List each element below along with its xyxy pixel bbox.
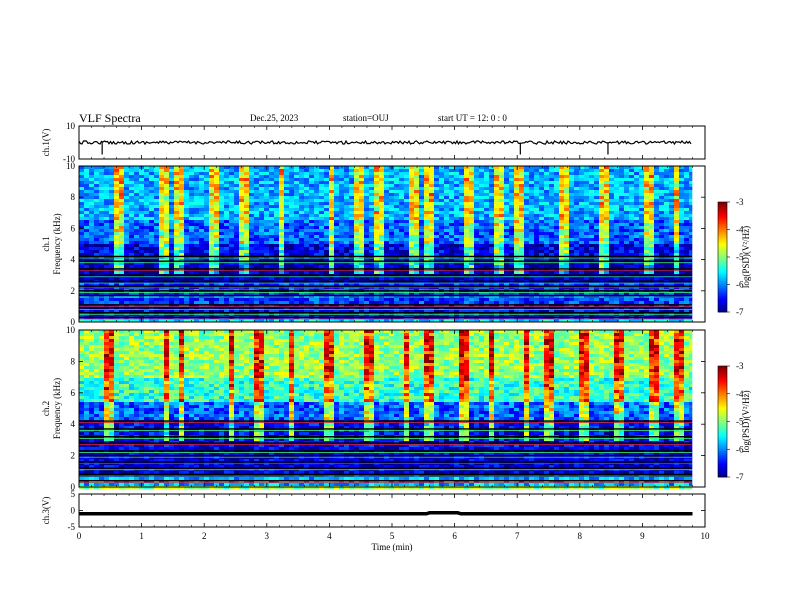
spectrogram-channel-label: ch.1 (41, 236, 51, 251)
frequency-tick-label: 0 (71, 317, 76, 327)
time-tick-label: 2 (202, 531, 207, 541)
colorbar-tick-label: -6 (736, 444, 744, 454)
frequency-tick-label: 2 (71, 451, 76, 461)
ch1-y-axis-label: ch.1(V) (41, 129, 51, 157)
colorbar-tick-label: -3 (736, 361, 744, 371)
colorbar-label: log(PSD)(V²/Hz) (741, 390, 751, 452)
colorbar-tick-label: -5 (736, 252, 744, 262)
ch3-waveform-frame (78, 493, 706, 528)
station-label: station=OUJ (343, 113, 389, 123)
frequency-tick-label: 10 (66, 161, 76, 171)
frequency-tick-label: 6 (71, 223, 76, 233)
ch1-y-tick-label: 10 (66, 121, 76, 131)
frequency-tick-label: 6 (71, 388, 76, 398)
frequency-tick-label: 4 (71, 419, 76, 429)
start-time-label: start UT = 12: 0 : 0 (438, 113, 507, 123)
ch2-spectrogram-cells (79, 330, 693, 490)
time-tick-label: 5 (390, 531, 395, 541)
spectrogram-gap-lines (79, 420, 692, 483)
frequency-axis-label: Frequency (kHz) (52, 213, 62, 274)
ch3-y-tick-label: -5 (68, 522, 76, 532)
frequency-tick-label: 10 (66, 325, 76, 335)
ch3-y-axis-label: ch.3(V) (41, 497, 51, 525)
time-tick-label: 0 (77, 531, 82, 541)
date-label: Dec.25, 2023 (250, 113, 299, 123)
colorbar-tick-label: -4 (736, 389, 744, 399)
ch3-waveform-line (79, 511, 693, 516)
ch1-y-tick-label: -10 (63, 154, 75, 164)
ch1-spectrogram-cells (79, 166, 693, 323)
time-tick-label: 1 (139, 531, 144, 541)
frequency-tick-label: 2 (71, 286, 76, 296)
ch3-y-tick-label: 0 (71, 506, 76, 516)
colorbar-label: log(PSD)(V²/Hz) (741, 226, 751, 288)
colorbar (718, 202, 727, 313)
figure-title: VLF Spectra (79, 111, 141, 125)
time-tick-label: 6 (452, 531, 457, 541)
time-tick-label: 7 (515, 531, 520, 541)
spectrogram-gap-lines (79, 255, 692, 320)
time-tick-label: 3 (265, 531, 270, 541)
colorbar-tick-label: -3 (736, 197, 744, 207)
time-tick-label: 8 (578, 531, 583, 541)
spectrogram-channel-label: ch.2 (41, 401, 51, 416)
colorbar-tick-label: -4 (736, 225, 744, 235)
time-tick-label: 4 (327, 531, 332, 541)
colorbar-tick-label: -7 (736, 472, 744, 482)
time-axis-label: Time (min) (372, 542, 413, 552)
colorbar (718, 366, 727, 478)
frequency-tick-label: 8 (71, 192, 76, 202)
frequency-tick-label: 4 (71, 255, 76, 265)
colorbar-tick-label: -6 (736, 280, 744, 290)
frequency-tick-label: 0 (71, 482, 76, 492)
frequency-axis-label: Frequency (kHz) (52, 378, 62, 439)
colorbar-tick-label: -5 (736, 417, 744, 427)
ch1-waveform-line (78, 139, 692, 146)
time-tick-label: 9 (640, 531, 645, 541)
time-tick-label: 10 (701, 531, 711, 541)
frequency-tick-label: 8 (71, 356, 76, 366)
ch3-y-tick-label: 5 (71, 489, 76, 499)
colorbar-tick-label: -7 (736, 307, 744, 317)
